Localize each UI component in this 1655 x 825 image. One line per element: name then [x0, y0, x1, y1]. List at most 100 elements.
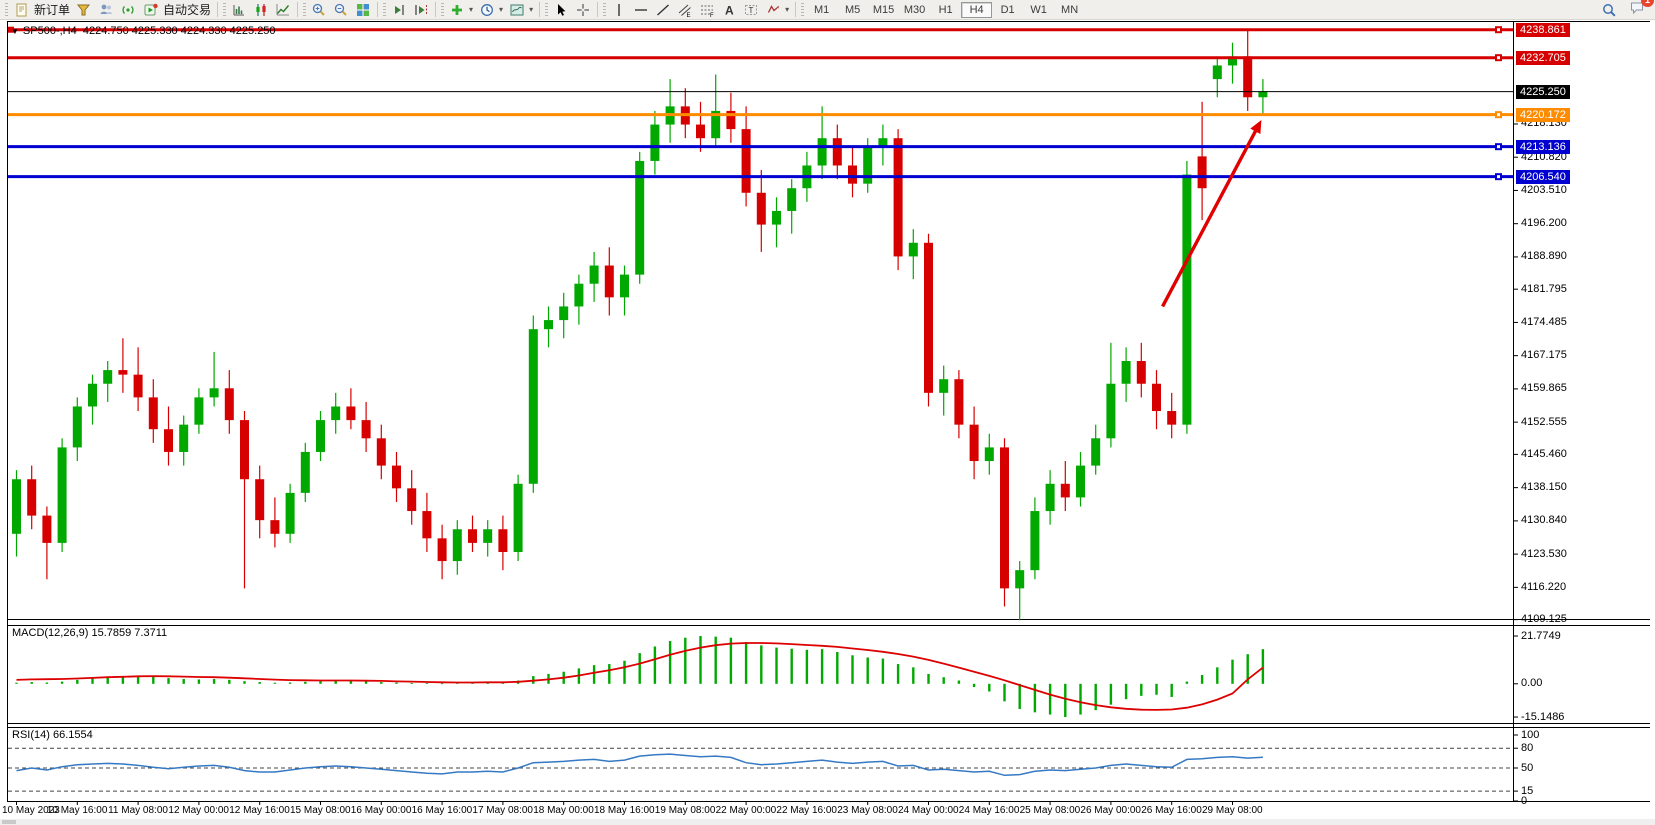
toolbar-separator [297, 2, 299, 17]
trend-arrow-annotation[interactable] [1161, 120, 1262, 308]
timeframe-button-m1[interactable]: M1 [813, 3, 830, 16]
time-axis-label: 17 May 08:00 [472, 805, 533, 816]
timeframe-button-w1[interactable]: W1 [1030, 3, 1047, 16]
zoom-in-icon[interactable] [308, 0, 330, 20]
chat-button[interactable]: 1 [1626, 0, 1654, 21]
price-axis-tick: 4145.460 [1521, 447, 1567, 460]
auto-trading-button[interactable]: 自动交易 [139, 0, 214, 20]
chevron-down-icon[interactable]: ▾ [529, 5, 534, 14]
arrows-icon[interactable]: ▾ [762, 0, 792, 20]
price-line[interactable] [8, 111, 1513, 119]
time-axis-label: 12 May 16:00 [229, 805, 290, 816]
price-axis-tick: 4167.175 [1521, 349, 1567, 362]
time-axis-label: 26 May 16:00 [1141, 805, 1202, 816]
macd-signal-line [16, 642, 1264, 711]
macd-axis-tick: 0.00 [1521, 677, 1543, 690]
toolbar-drag-handle [801, 2, 805, 17]
price-line-label: 4238.861 [1516, 22, 1570, 37]
rsi-line [16, 753, 1263, 777]
crosshair-icon[interactable] [572, 0, 594, 20]
candlestick-chart-icon[interactable] [250, 0, 272, 20]
line-chart-icon[interactable] [272, 0, 294, 20]
zoom-out-icon[interactable] [330, 0, 352, 20]
vertical-line-icon[interactable] [608, 0, 630, 20]
text-label-icon[interactable]: T [740, 0, 762, 20]
timeframe-button-m30[interactable]: M30 [903, 3, 926, 16]
rsi-axis-tick: 100 [1521, 728, 1540, 741]
toolbar-drag-handle [603, 2, 607, 17]
toolbar-right-group: 1 [1598, 0, 1654, 21]
time-axis-label: 16 May 00:00 [350, 805, 412, 816]
timeframe-button-mn[interactable]: MN [1061, 3, 1079, 16]
price-line[interactable] [8, 26, 1513, 34]
time-axis-label: 22 May 00:00 [715, 805, 777, 816]
time-axis-label: 25 May 08:00 [1019, 805, 1081, 816]
timeframe-button-d1[interactable]: D1 [1000, 3, 1015, 16]
fibonacci-icon[interactable]: F [696, 0, 718, 20]
macd-histogram [15, 636, 1265, 718]
main-toolbar: 新订单 自动交易 ▾ ▾ ▾ E F A T ▾ M1 M5 M15 M30 H1 H4 D1 W1 MN 1 [0, 0, 1655, 20]
price-line-label: 4220.172 [1516, 107, 1570, 122]
cursor-icon[interactable] [550, 0, 572, 20]
search-icon[interactable] [1598, 0, 1620, 20]
profiles-icon[interactable] [95, 0, 117, 20]
bar-chart-icon[interactable] [228, 0, 250, 20]
horizontal-scrollbar[interactable] [0, 819, 1655, 825]
timeframe-button-h1[interactable]: H1 [938, 3, 953, 16]
chart-shift-icon[interactable] [410, 0, 432, 20]
price-axis-tick: 4152.555 [1521, 415, 1567, 428]
toolbar-drag-handle [545, 2, 549, 17]
toolbar-separator [377, 2, 379, 17]
chevron-down-icon[interactable]: ▾ [469, 5, 474, 14]
toolbar-drag-handle [223, 2, 227, 17]
timeframe-button-m15[interactable]: M15 [872, 3, 895, 16]
funnel-icon[interactable] [73, 0, 95, 20]
trendline-icon[interactable] [652, 0, 674, 20]
time-axis-label: 24 May 16:00 [958, 805, 1020, 816]
time-axis-label: 24 May 00:00 [898, 805, 959, 816]
timeframe-button-m5[interactable]: M5 [844, 3, 861, 16]
time-axis-label: 26 May 00:00 [1080, 805, 1141, 816]
rsi-axis-tick: 50 [1521, 761, 1534, 774]
equidistant-channel-icon[interactable]: E [674, 0, 696, 20]
chevron-down-icon[interactable]: ▾ [499, 5, 504, 14]
time-axis-label: 16 May 16:00 [411, 805, 473, 816]
timeframe-button-h4[interactable]: H4 [961, 1, 993, 18]
toolbar-separator [795, 2, 797, 17]
period-dropdown-icon[interactable]: ▾ [476, 0, 506, 20]
signal-icon[interactable] [117, 0, 139, 20]
add-indicator-icon[interactable]: ▾ [446, 0, 476, 20]
candlesticks [12, 29, 1268, 621]
symbol-marker-icon: ▼ [11, 27, 19, 36]
price-axis-tick: 4196.200 [1521, 217, 1567, 230]
new-order-button-label: 新订单 [34, 3, 71, 17]
price-line-handle[interactable] [8, 26, 14, 33]
template-icon[interactable]: ▾ [506, 0, 536, 20]
rsi-axis-tick: 80 [1521, 741, 1534, 754]
axis-tick-marks [16, 123, 1518, 805]
symbol-timeframe: SP500-,H4 [22, 25, 77, 37]
price-line[interactable] [8, 54, 1513, 62]
text-icon[interactable]: A [718, 0, 740, 20]
toolbar-separator [539, 2, 541, 17]
price-axis-tick: 4181.795 [1521, 282, 1567, 295]
price-line[interactable] [8, 143, 1513, 151]
price-axis-tick: 4130.840 [1521, 514, 1567, 527]
horizontal-line-icon[interactable] [630, 0, 652, 20]
price-axis-tick: 4116.220 [1521, 580, 1567, 593]
macd-axis-tick: 21.7749 [1521, 629, 1561, 642]
chevron-down-icon[interactable]: ▾ [785, 5, 790, 14]
macd-indicator-label: MACD(12,26,9) 15.7859 7.3711 [12, 627, 168, 639]
scrollbar-thumb[interactable] [2, 820, 16, 824]
price-line[interactable] [8, 173, 1513, 181]
ohlc-values: 4224.750 4225.330 4224.330 4225.250 [82, 25, 276, 37]
tile-windows-icon[interactable] [352, 0, 374, 20]
time-axis-label: 18 May 00:00 [533, 805, 594, 816]
price-axis-tick: 4109.125 [1521, 613, 1567, 626]
new-order-button[interactable]: 新订单 [10, 0, 73, 20]
time-axis-label: 12 May 00:00 [168, 805, 229, 816]
time-axis-label: 15 May 08:00 [290, 805, 351, 816]
auto-scroll-icon[interactable] [388, 0, 410, 20]
